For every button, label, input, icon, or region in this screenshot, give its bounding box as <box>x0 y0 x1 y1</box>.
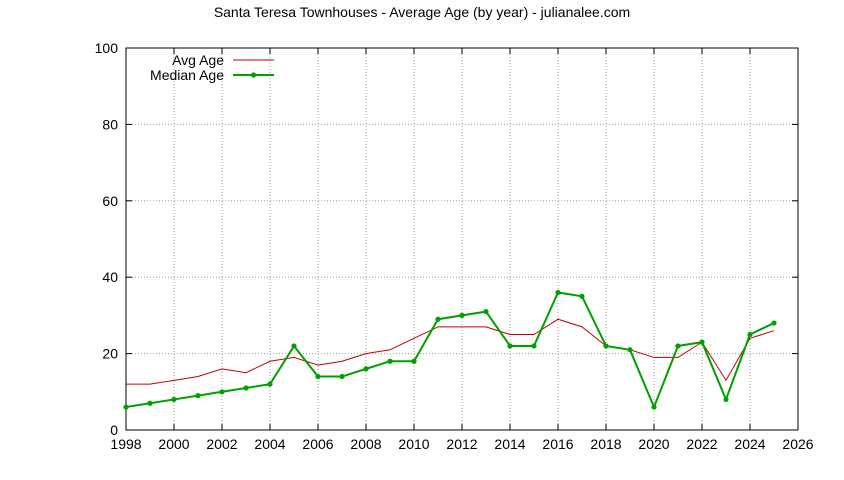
data-point <box>603 343 609 349</box>
x-tick-label: 2020 <box>638 436 669 452</box>
data-point <box>579 293 585 299</box>
data-point <box>627 347 633 353</box>
legend-marker <box>250 72 257 78</box>
data-point <box>723 396 729 403</box>
data-point <box>651 404 657 410</box>
data-point <box>339 373 345 380</box>
data-point <box>747 331 753 338</box>
x-tick-label: 2014 <box>494 436 525 452</box>
data-point <box>675 343 681 349</box>
data-point <box>219 389 225 395</box>
data-point <box>483 308 489 315</box>
x-tick-label: 2002 <box>206 436 237 452</box>
data-point <box>411 358 417 364</box>
x-tick-label: 2010 <box>398 436 429 452</box>
data-point <box>555 289 561 296</box>
series-layer <box>123 289 777 410</box>
data-point <box>291 343 297 349</box>
grid <box>126 48 798 430</box>
x-tick-label: 1998 <box>110 436 141 452</box>
x-tick-label: 2022 <box>686 436 717 452</box>
x-tick-label: 2008 <box>350 436 381 452</box>
series-line-median-age <box>125 291 775 410</box>
data-point <box>507 343 513 349</box>
x-tick-label: 2026 <box>782 436 813 452</box>
series-line-avg-age <box>126 318 775 385</box>
plot-border <box>125 47 799 431</box>
legend-label: Avg Age <box>172 52 224 68</box>
y-tick-label: 40 <box>102 269 118 285</box>
data-point <box>387 358 393 364</box>
x-tick-label: 2000 <box>158 436 189 452</box>
data-point <box>699 339 705 345</box>
data-point <box>771 320 777 326</box>
x-tick-label: 2006 <box>302 436 333 452</box>
axes: 1998 2000 2002 2004 2006 2008 2010 2012 2014 2016… <box>95 40 814 452</box>
y-tick-label: 60 <box>102 193 118 209</box>
x-tick-label: 2024 <box>734 436 765 452</box>
data-point <box>243 385 249 391</box>
data-point <box>147 400 153 406</box>
x-tick-label: 2004 <box>254 436 285 452</box>
data-point <box>195 393 201 399</box>
y-tick-label: 20 <box>102 346 118 362</box>
legend-label: Median Age <box>150 67 224 83</box>
data-point <box>315 373 321 380</box>
data-point <box>123 404 129 410</box>
y-tick-label: 80 <box>102 116 118 132</box>
data-point <box>363 366 369 372</box>
data-point <box>459 312 465 318</box>
data-point <box>171 396 177 403</box>
data-point <box>267 381 273 387</box>
chart-title: Santa Teresa Townhouses - Average Age (b… <box>213 4 631 20</box>
x-tick-label: 2018 <box>590 436 621 452</box>
y-tick-label: 0 <box>110 422 118 438</box>
data-point <box>435 316 441 322</box>
x-tick-label: 2016 <box>542 436 573 452</box>
x-tick-label: 2012 <box>446 436 477 452</box>
data-point <box>531 343 537 349</box>
y-tick-label: 100 <box>95 40 119 56</box>
